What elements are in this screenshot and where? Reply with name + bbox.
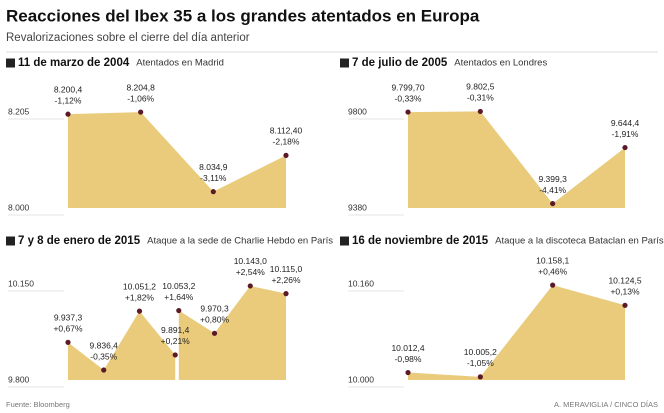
point [477,374,483,380]
point [101,367,107,373]
change-label: -0,98% [395,354,422,364]
point [477,108,483,115]
panel-title: 11 de marzo de 2004 [18,57,130,69]
point [405,369,411,376]
change-label: -1,06% [127,93,154,103]
value-label: 10.124,5 [608,276,641,286]
value-label: 10.115,0 [270,264,303,274]
change-label: +2,54% [236,267,266,277]
change-label: +2,26% [271,275,301,285]
value-label: 10.051,2 [123,281,156,291]
header-marker [6,58,15,68]
panel-title: 7 de julio de 2005 [352,57,448,69]
change-label: +0,13% [610,287,640,297]
point [211,330,218,336]
y-tick-label: 10.150 [8,278,34,288]
value-label: 8.034,9 [199,162,228,172]
point [210,189,216,195]
page-subtitle: Revalorizaciones sobre el cierre del día… [6,32,250,44]
value-label: 9.399,3 [538,174,567,184]
y-tick-label: 10.000 [348,374,374,384]
point [405,109,411,115]
header-marker [6,236,15,246]
source: Fuente: Bloomberg [6,400,70,409]
change-label: +0,46% [538,266,568,276]
value-label: 9.799,70 [391,82,424,92]
panel-subtitle: Ataque a la sede de Charlie Hebdo en Par… [147,236,333,247]
change-label: -1,12% [55,95,82,105]
header-marker [340,236,349,246]
change-label: +1,64% [164,292,194,302]
point [65,111,71,117]
value-label: 10.053,2 [162,281,195,291]
change-label: -2,18% [273,137,300,147]
area [408,111,625,208]
y-tick-label: 8.205 [8,106,30,116]
change-label: -0,35% [90,351,117,361]
point [622,302,628,308]
point [283,152,289,158]
point [138,109,144,115]
point [172,352,178,358]
value-label: 9.937,3 [54,313,83,323]
change-label: +0,80% [200,315,230,325]
change-label: -4,41% [539,185,566,195]
point [550,200,556,207]
value-label: 10.005,2 [464,347,497,357]
point [136,308,143,314]
page-title: Reacciones del Ibex 35 a los grandes ate… [6,6,480,25]
y-tick-label: 9.800 [8,374,30,384]
area [68,112,286,208]
change-label: -0,33% [395,93,422,103]
change-label: -3,11% [200,173,227,183]
y-tick-label: 9800 [348,106,367,116]
change-label: -1,91% [612,129,639,139]
y-tick-label: 9380 [348,202,367,212]
value-label: 9.970,3 [200,304,229,314]
value-label: 10.143,0 [234,256,267,266]
change-label: -1,05% [467,358,494,368]
point [65,339,71,345]
y-tick-label: 10.160 [348,278,374,288]
change-label: +0,21% [161,336,191,346]
panel-title: 7 y 8 de enero de 2015 [18,235,141,247]
value-label: 10.012,4 [391,343,424,353]
value-label: 9.836,4 [90,340,119,350]
change-label: -0,31% [467,93,494,103]
value-label: 8.112,40 [270,126,303,136]
point [550,282,556,288]
point [283,291,289,297]
value-label: 9.644,4 [611,118,640,128]
change-label: +1,82% [125,292,155,302]
change-label: +0,67% [53,324,83,334]
header-marker [340,58,349,68]
value-label: 10.158,1 [536,255,569,265]
panel-subtitle: Ataque a la discoteca Bataclan en París [495,236,664,247]
y-tick-label: 8.000 [8,202,30,212]
value-label: 9.891,4 [161,325,190,335]
point [622,144,628,151]
panel-subtitle: Atentados en Londres [454,58,547,69]
panel-subtitle: Atentados en Madrid [136,58,224,69]
value-label: 9.802,5 [466,82,495,92]
value-label: 8.204,8 [126,82,155,92]
area [408,285,625,380]
value-label: 8.200,4 [54,84,83,94]
point [247,283,253,289]
panel-title: 16 de noviembre de 2015 [352,235,489,247]
credit: A. MERAVIGLIA / CINCO DÍAS [554,400,658,409]
point [176,307,182,314]
area [68,285,286,380]
